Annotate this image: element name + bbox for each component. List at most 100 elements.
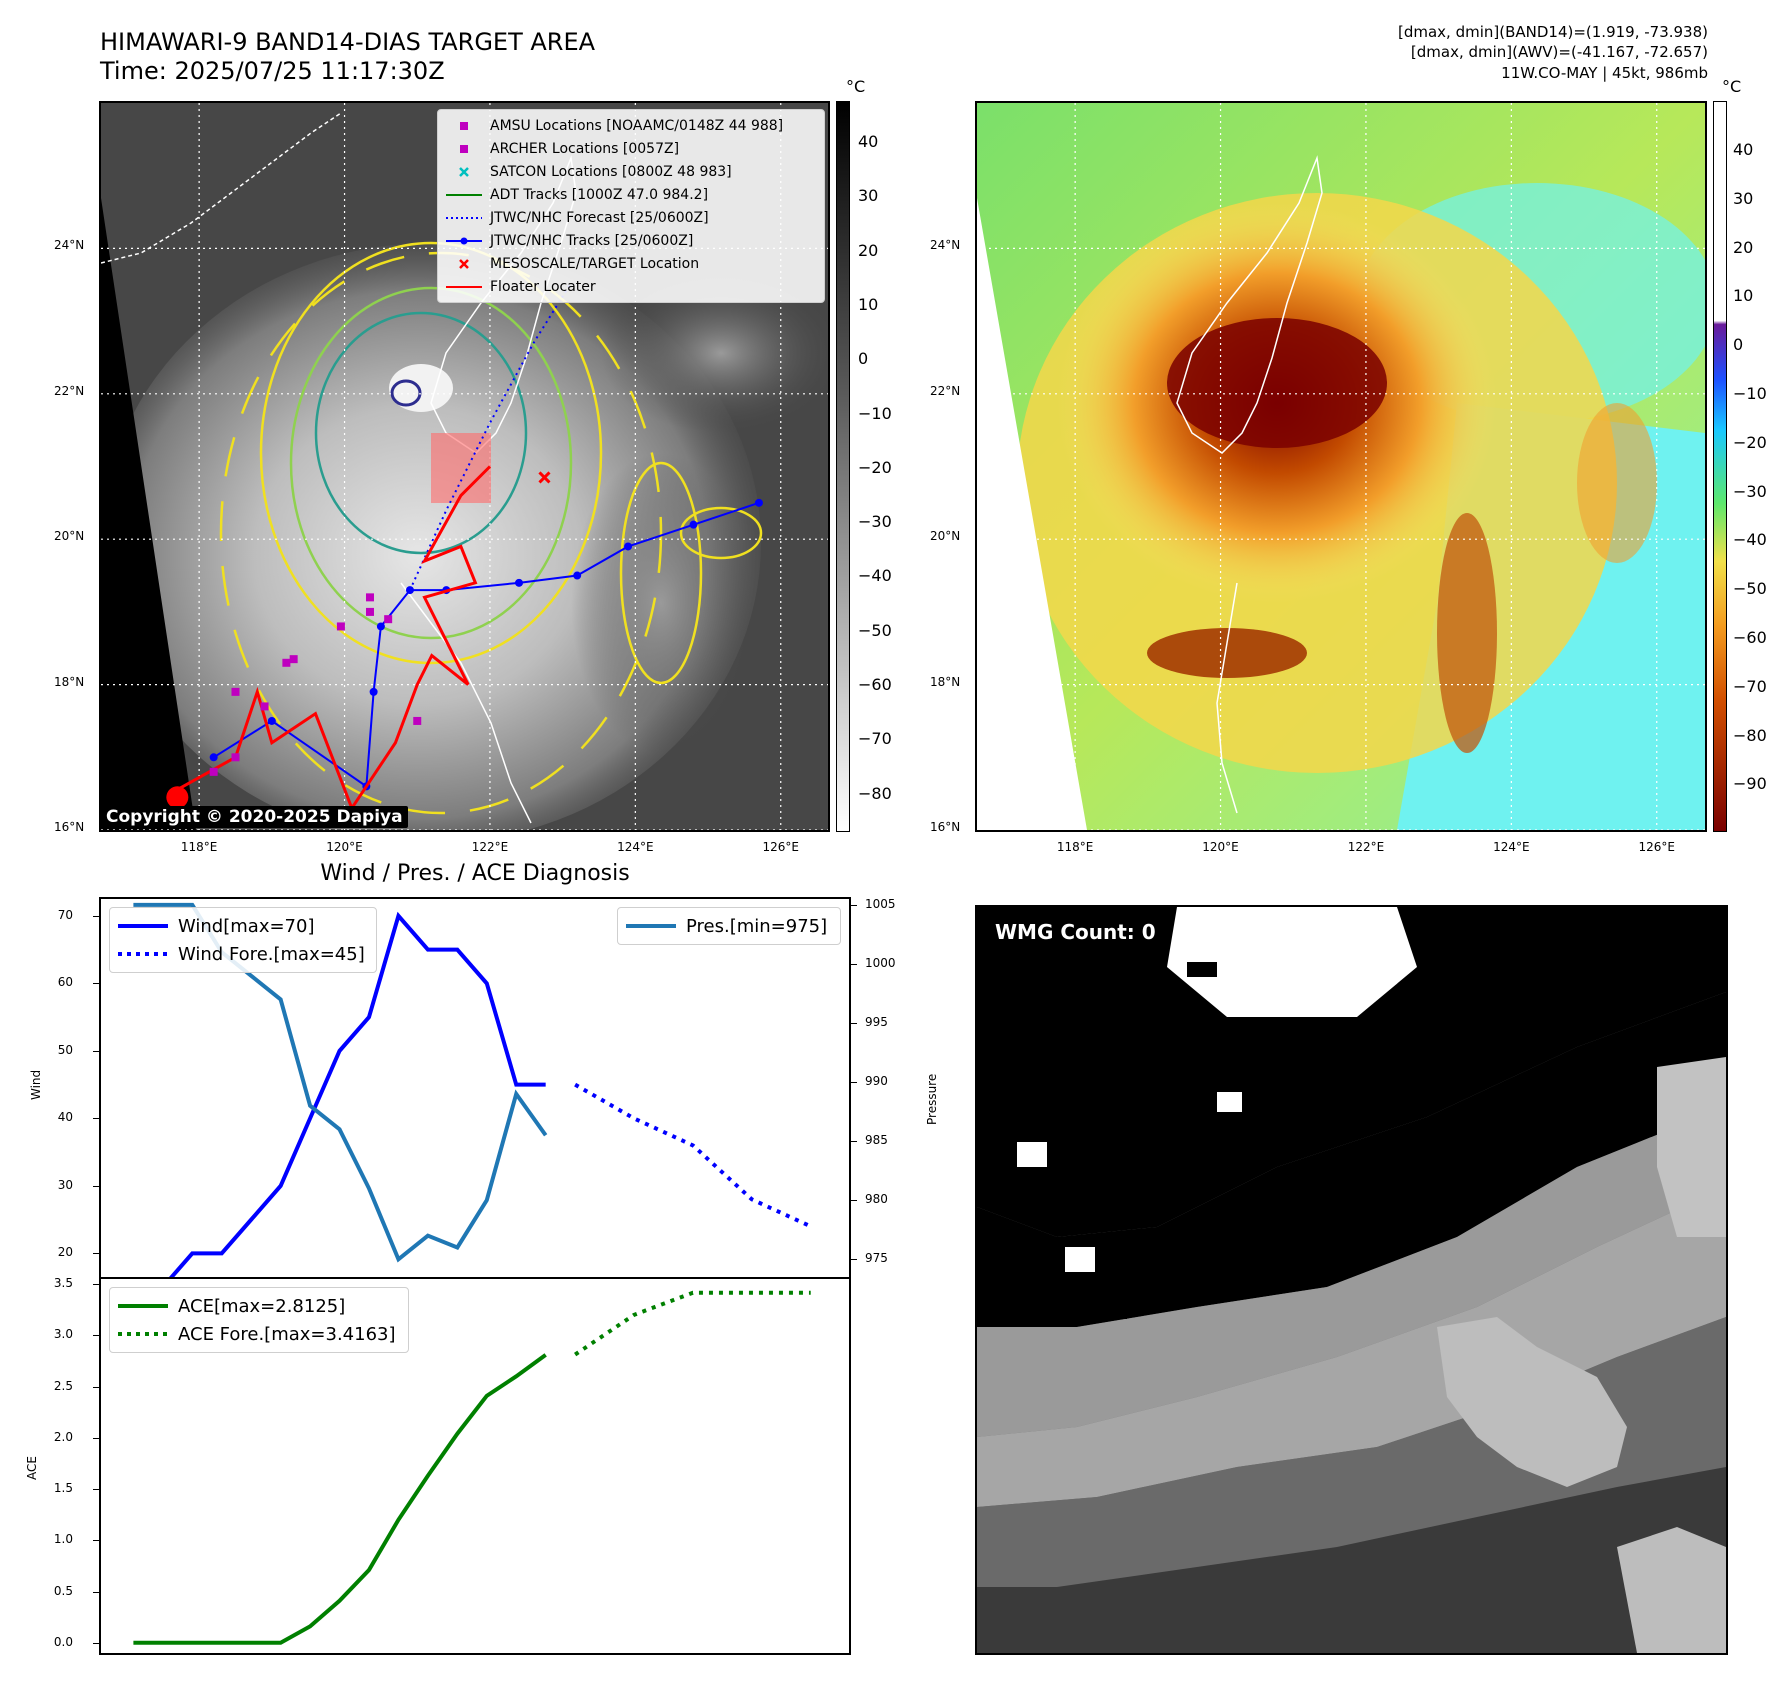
lon-tick-label: 118°E (1056, 840, 1094, 854)
copyright-label: Copyright © 2020-2025 Dapiya (101, 806, 408, 828)
lon-tick-label: 120°E (1202, 840, 1239, 854)
map-legend-item: AMSU Locations [NOAAMC/0148Z 44 988] (446, 114, 816, 137)
pressure-tick-mark (851, 1141, 857, 1143)
awv-colorbar-tick: −20 (1733, 432, 1767, 452)
lon-tick-label: 124°E (617, 840, 654, 854)
awv-colorbar-unit: °C (1722, 77, 1742, 96)
amsu-location-marker (384, 615, 393, 624)
awv-colorbar-tick: 30 (1733, 188, 1754, 208)
wind-axis-label: Wind (29, 1069, 43, 1100)
ace-chart: ACE[max=2.8125] ACE Fore.[max=3.4163] (99, 1277, 851, 1655)
ir-colorbar-tick: −60 (858, 675, 892, 694)
lat-tick-label: 16°N (930, 820, 961, 834)
ace-tick-mark (93, 1591, 99, 1593)
floater-start-marker (166, 786, 189, 809)
ir-colorbar-tick: 0 (858, 349, 869, 369)
amsu-location-marker (260, 702, 269, 711)
awv-colorbar-tick: 40 (1733, 140, 1754, 159)
ir-map-panel: Copyright © 2020-2025 Dapiya AMSU Locati… (99, 101, 830, 832)
ace-tick-label: 2.0 (53, 1429, 73, 1444)
pressure-tick-mark (851, 1259, 857, 1261)
lon-tick-label: 122°E (471, 840, 509, 854)
wind-tick-mark (93, 1253, 99, 1255)
map-legend: AMSU Locations [NOAAMC/0148Z 44 988] ARCH… (437, 109, 825, 303)
amsu-location-marker (365, 593, 374, 602)
amsu-location-marker (289, 655, 298, 664)
wind-tick-mark (93, 1050, 99, 1052)
wind-tick-mark (93, 1118, 99, 1120)
ace-tick-mark (93, 1437, 99, 1439)
amsu-location-marker (413, 716, 422, 725)
ir-colorbar-tick: −70 (858, 729, 892, 749)
lon-tick-label: 124°E (1493, 840, 1530, 854)
pressure-tick-label: 995 (865, 1015, 888, 1030)
jtwc-track-point (515, 578, 524, 587)
series-line-0 (169, 911, 546, 1277)
awv-colorbar-tick: −80 (1733, 725, 1767, 745)
ir-colorbar-tick: −40 (858, 566, 892, 586)
jtwc-track-point (209, 753, 218, 762)
ace-tick-mark (93, 1489, 99, 1491)
lon-tick-label: 122°E (1347, 840, 1385, 854)
pressure-tick-label: 1005 (865, 896, 896, 911)
jtwc-track-point (624, 542, 633, 551)
jtwc-track-point (376, 622, 385, 631)
pressure-tick-mark (851, 963, 857, 965)
legend-pressure: Pres.[min=975] (626, 915, 828, 937)
legend-wind: Wind[max=70] (118, 915, 315, 937)
lon-tick-label: 126°E (1638, 840, 1675, 854)
lat-tick-label: 16°N (54, 820, 85, 834)
jtwc-track-point (754, 498, 763, 507)
wind-tick-label: 30 (57, 1177, 73, 1192)
lon-tick-label: 120°E (326, 840, 363, 854)
wind-tick-label: 60 (57, 975, 73, 990)
map-legend-item: ARCHER Locations [0057Z] (446, 137, 816, 160)
pressure-tick-mark (851, 1023, 857, 1025)
awv-map-panel (975, 101, 1707, 832)
lat-tick-label: 24°N (54, 238, 85, 253)
pressure-tick-label: 975 (865, 1251, 888, 1266)
pressure-tick-mark (851, 1200, 857, 1202)
awv-colorbar-tick: −70 (1733, 676, 1767, 696)
pressure-axis-label: Pressure (925, 1073, 939, 1125)
jtwc-track-point (369, 687, 378, 696)
pressure-legend: Pres.[min=975] (617, 907, 841, 945)
ace-tick-mark (93, 1284, 99, 1286)
map-legend-item: ADT Tracks [1000Z 47.0 984.2] (446, 186, 709, 203)
ace-tick-label: 1.0 (53, 1532, 73, 1547)
wind-tick-label: 20 (57, 1245, 73, 1260)
wind-tick-mark (93, 1185, 99, 1187)
lat-tick-label: 22°N (54, 383, 85, 398)
wmg-image (977, 907, 1726, 1653)
awv-colorbar-tick: −50 (1733, 579, 1767, 599)
wind-pressure-chart: Wind[max=70] Wind Fore.[max=45] Pres.[mi… (99, 897, 851, 1279)
figure-title: HIMAWARI-9 BAND14-DIAS TARGET AREA (100, 28, 596, 56)
pressure-tick-label: 985 (865, 1133, 888, 1148)
ir-colorbar-tick: −30 (858, 512, 892, 532)
lon-tick-label: 126°E (762, 840, 799, 854)
jtwc-track-point (689, 520, 698, 529)
ir-colorbar-tick: −10 (858, 403, 892, 423)
jtwc-track-point (267, 716, 276, 725)
lat-tick-label: 20°N (54, 529, 85, 544)
awv-colorbar-tick: −30 (1733, 481, 1767, 501)
lat-tick-label: 24°N (930, 238, 961, 253)
ace-tick-label: 0.0 (53, 1634, 73, 1649)
ace-tick-mark (93, 1335, 99, 1337)
awv-colorbar-tick: 10 (1733, 286, 1754, 306)
map-legend-item: Floater Locater (446, 278, 596, 295)
ir-colorbar-tick: 10 (858, 294, 879, 314)
pressure-tick-mark (851, 1082, 857, 1084)
amsu-location-marker (365, 607, 374, 616)
ir-colorbar-unit: °C (846, 77, 866, 96)
legend-ace: ACE[max=2.8125] (118, 1295, 346, 1317)
ace-tick-label: 2.5 (53, 1378, 73, 1393)
ace-axis-label: ACE (25, 1456, 39, 1480)
ace-tick-label: 3.0 (53, 1327, 73, 1342)
awv-colorbar-tick: −40 (1733, 530, 1767, 550)
pressure-tick-label: 1000 (865, 955, 896, 970)
wmg-panel: WMG Count: 0 (975, 905, 1728, 1655)
ir-colorbar-tick: −50 (858, 620, 892, 640)
amsu-location-marker (209, 767, 218, 776)
band14-range: [dmax, dmin](BAND14)=(1.919, -73.938) (1397, 23, 1708, 41)
